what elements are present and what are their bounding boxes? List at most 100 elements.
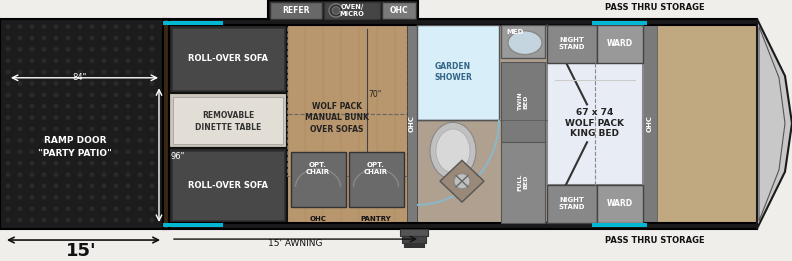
Circle shape: [78, 47, 82, 52]
Circle shape: [101, 172, 106, 177]
Circle shape: [138, 104, 143, 109]
Bar: [270, 2, 416, 19]
Circle shape: [150, 115, 154, 120]
Circle shape: [17, 138, 22, 143]
Circle shape: [78, 127, 82, 131]
Circle shape: [17, 58, 22, 63]
Bar: [163, 19, 757, 25]
Text: 15': 15': [66, 242, 97, 260]
Circle shape: [125, 127, 131, 131]
Circle shape: [113, 70, 119, 74]
Circle shape: [54, 47, 59, 52]
Circle shape: [150, 127, 154, 131]
Circle shape: [54, 218, 59, 222]
Bar: [163, 223, 757, 229]
Text: 70": 70": [368, 90, 382, 99]
Circle shape: [66, 127, 70, 131]
Text: OHC: OHC: [390, 6, 409, 15]
Circle shape: [29, 183, 35, 188]
Circle shape: [101, 92, 106, 97]
Circle shape: [6, 138, 10, 143]
Circle shape: [54, 115, 59, 120]
Circle shape: [89, 35, 94, 40]
Circle shape: [89, 161, 94, 165]
Circle shape: [41, 150, 47, 154]
Circle shape: [78, 218, 82, 222]
Circle shape: [41, 70, 47, 74]
Circle shape: [89, 138, 94, 143]
Text: TWIN
BED: TWIN BED: [518, 92, 528, 111]
Circle shape: [54, 195, 59, 200]
Circle shape: [54, 127, 59, 131]
Bar: [270, 2, 322, 19]
Circle shape: [41, 81, 47, 86]
Circle shape: [78, 58, 82, 63]
Circle shape: [17, 161, 22, 165]
Circle shape: [41, 218, 47, 222]
Bar: [547, 185, 597, 223]
Circle shape: [329, 4, 343, 17]
Circle shape: [138, 115, 143, 120]
Bar: [169, 148, 287, 223]
Circle shape: [125, 195, 131, 200]
Circle shape: [125, 206, 131, 211]
Text: 15' AWNING: 15' AWNING: [268, 239, 322, 248]
Circle shape: [101, 127, 106, 131]
Circle shape: [17, 206, 22, 211]
Circle shape: [78, 138, 82, 143]
Circle shape: [101, 206, 106, 211]
Circle shape: [150, 161, 154, 165]
Text: WOLF PACK: WOLF PACK: [312, 102, 362, 111]
Bar: [417, 25, 499, 120]
Circle shape: [125, 150, 131, 154]
Text: 67 x 74
WOLF PACK
KING BED: 67 x 74 WOLF PACK KING BED: [565, 108, 625, 138]
Bar: [169, 93, 287, 148]
Circle shape: [6, 104, 10, 109]
Bar: [268, 0, 418, 19]
Circle shape: [89, 47, 94, 52]
Circle shape: [150, 104, 154, 109]
Circle shape: [113, 206, 119, 211]
Circle shape: [89, 104, 94, 109]
Circle shape: [66, 92, 70, 97]
Circle shape: [6, 206, 10, 211]
Circle shape: [150, 172, 154, 177]
Circle shape: [54, 24, 59, 29]
Circle shape: [29, 24, 35, 29]
Polygon shape: [440, 160, 484, 202]
Circle shape: [29, 172, 35, 177]
Circle shape: [29, 92, 35, 97]
Circle shape: [54, 138, 59, 143]
Circle shape: [54, 92, 59, 97]
Circle shape: [54, 183, 59, 188]
Circle shape: [54, 58, 59, 63]
Circle shape: [54, 104, 59, 109]
Circle shape: [101, 183, 106, 188]
Circle shape: [54, 150, 59, 154]
Bar: [501, 62, 545, 142]
Circle shape: [66, 183, 70, 188]
Circle shape: [6, 150, 10, 154]
Text: RAMP DOOR: RAMP DOOR: [44, 136, 106, 145]
Bar: [268, 19, 418, 114]
Circle shape: [89, 92, 94, 97]
Text: OHC: OHC: [647, 115, 653, 132]
Circle shape: [138, 127, 143, 131]
Circle shape: [89, 115, 94, 120]
Circle shape: [54, 161, 59, 165]
Bar: [287, 25, 407, 175]
Circle shape: [29, 127, 35, 131]
Circle shape: [54, 206, 59, 211]
Circle shape: [54, 70, 59, 74]
Text: OPT.
CHAIR: OPT. CHAIR: [364, 162, 388, 175]
Circle shape: [113, 58, 119, 63]
Circle shape: [332, 7, 340, 14]
Bar: [547, 63, 643, 185]
Circle shape: [125, 161, 131, 165]
Bar: [547, 25, 757, 223]
Circle shape: [29, 81, 35, 86]
Circle shape: [78, 183, 82, 188]
Bar: [643, 25, 657, 223]
Circle shape: [6, 183, 10, 188]
Ellipse shape: [508, 31, 542, 55]
